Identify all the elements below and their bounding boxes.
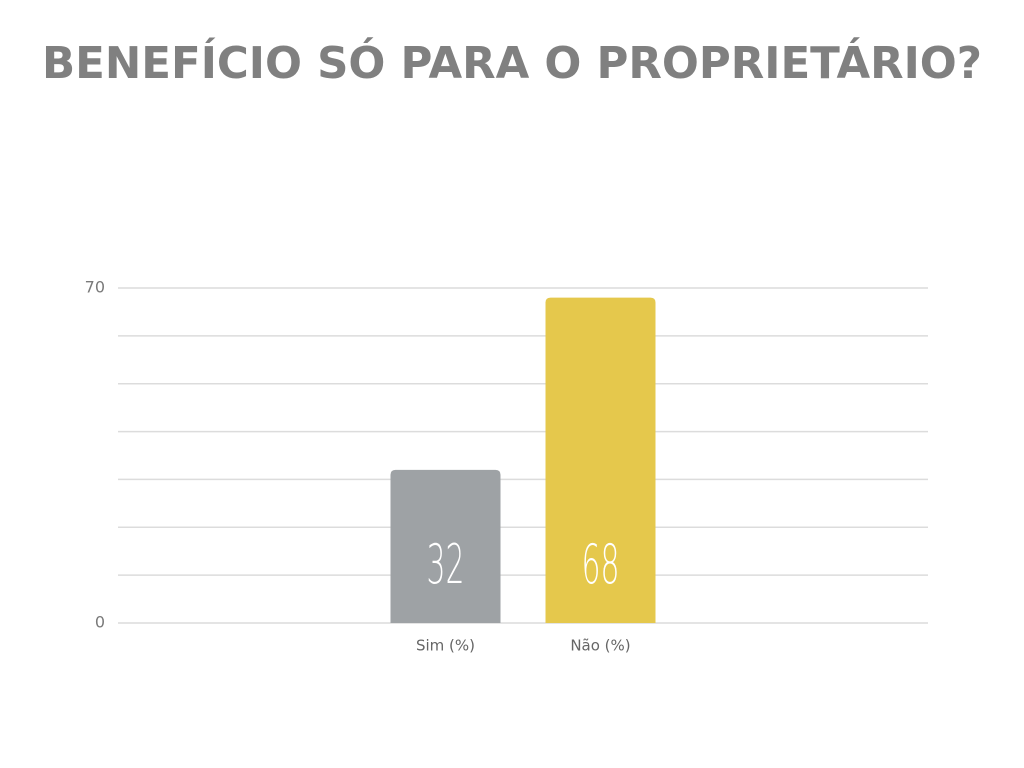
value-label: 68 bbox=[582, 533, 620, 596]
chart-title: BENEFÍCIO SÓ PARA O PROPRIETÁRIO? bbox=[42, 36, 982, 89]
y-tick-label: 70 bbox=[85, 278, 105, 297]
bar bbox=[390, 469, 501, 623]
bar bbox=[545, 297, 656, 623]
value-label: 32 bbox=[427, 533, 465, 596]
x-tick-label: Não (%) bbox=[570, 637, 630, 655]
y-tick-label: 0 bbox=[95, 613, 105, 632]
x-tick-label: Sim (%) bbox=[416, 637, 475, 655]
